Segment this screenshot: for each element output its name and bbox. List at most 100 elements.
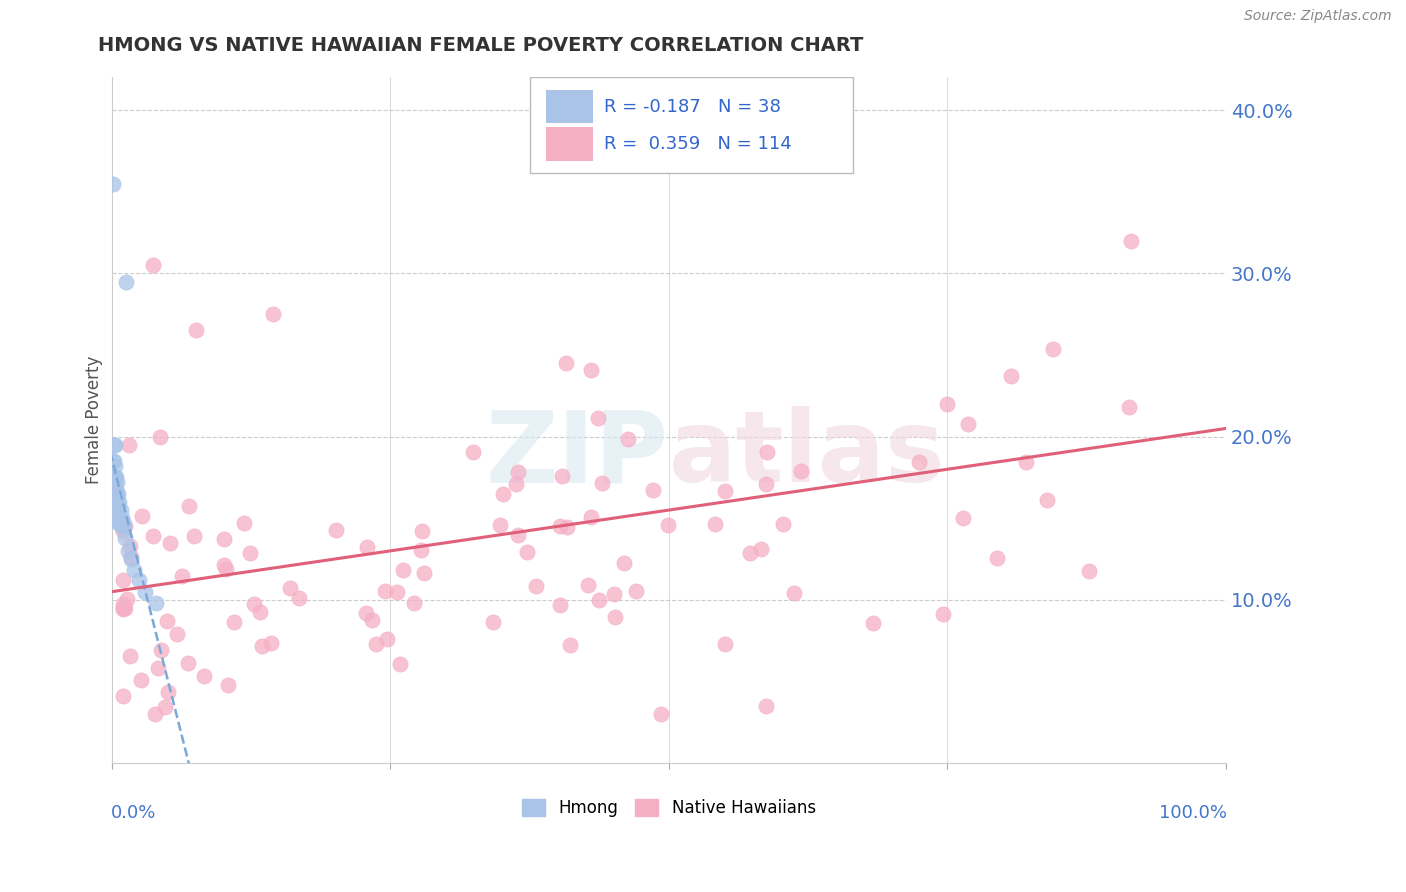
Point [361,613,384,627]
Point [129,673,152,688]
Point [142,529,165,543]
Point [751,542,773,557]
Point [461,444,484,458]
Point [107,498,129,512]
Point [388,657,411,672]
Point [364,637,387,651]
Point [249,605,271,619]
Point [740,546,762,560]
Point [287,591,309,605]
Point [184,324,207,338]
FancyBboxPatch shape [546,90,593,123]
Point [524,579,547,593]
Point [159,536,181,550]
Point [156,614,179,628]
Point [118,438,141,452]
Legend: Hmong, Native Hawaiians: Hmong, Native Hawaiians [515,792,823,823]
Point [114,601,136,615]
Point [1077,565,1099,579]
Point [134,584,156,599]
Point [488,517,510,532]
Point [110,503,132,517]
Point [111,511,134,525]
Point [986,550,1008,565]
Point [936,397,959,411]
Text: Source: ZipAtlas.com: Source: ZipAtlas.com [1244,9,1392,23]
Point [103,454,125,468]
FancyBboxPatch shape [546,128,593,161]
Point [862,616,884,631]
Point [616,432,638,446]
Point [713,637,735,651]
Point [150,643,173,657]
Point [108,495,131,509]
Point [603,610,626,624]
Text: 100.0%: 100.0% [1159,805,1227,822]
Point [118,649,141,664]
Point [931,607,953,621]
Point [114,531,136,545]
Point [548,598,571,612]
Point [120,552,142,566]
Point [491,486,513,500]
Point [101,177,124,191]
Point [714,483,737,498]
Point [325,523,347,537]
Point [952,511,974,525]
Point [120,539,142,553]
Point [576,577,599,591]
Point [111,597,134,611]
Point [262,307,284,321]
Point [755,476,778,491]
Point [122,564,145,578]
Point [555,520,578,534]
Point [703,517,725,532]
Point [111,515,134,529]
Point [104,458,127,473]
Point [789,464,811,478]
Point [183,529,205,543]
Point [103,487,125,501]
Point [755,699,778,714]
Point [481,615,503,629]
Point [402,596,425,610]
Point [956,417,979,432]
Point [217,678,239,692]
Point [260,635,283,649]
Point [105,487,128,501]
Text: HMONG VS NATIVE HAWAIIAN FEMALE POVERTY CORRELATION CHART: HMONG VS NATIVE HAWAIIAN FEMALE POVERTY … [98,36,863,54]
Point [177,657,200,671]
Point [212,533,235,547]
Point [548,519,571,533]
Point [145,596,167,610]
Point [560,638,582,652]
Point [179,499,201,513]
Point [108,515,131,529]
Point [412,566,434,580]
Point [782,586,804,600]
Point [143,707,166,722]
Point [105,515,128,529]
Point [101,454,124,468]
Point [641,483,664,497]
Point [112,519,135,533]
Point [103,470,125,484]
Point [107,487,129,501]
Point [356,540,378,554]
Point [115,591,138,606]
Point [1015,455,1038,469]
Point [107,511,129,525]
Point [120,549,142,564]
Point [411,524,433,538]
Text: R = -0.187   N = 38: R = -0.187 N = 38 [605,97,782,116]
Point [148,661,170,675]
Point [1000,369,1022,384]
Point [1118,400,1140,414]
Point [238,546,260,560]
Point [115,275,138,289]
Point [278,582,301,596]
Point [392,563,415,577]
Text: ZIP: ZIP [486,406,669,503]
Point [114,519,136,533]
Point [105,470,128,484]
